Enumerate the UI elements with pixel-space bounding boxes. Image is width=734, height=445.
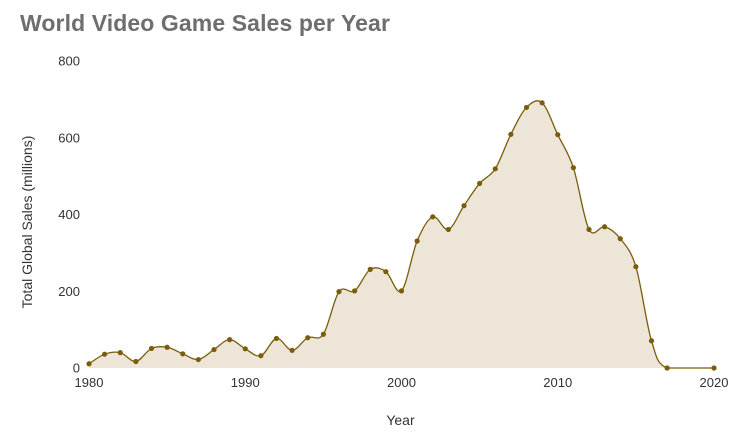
- data-point-2012: [586, 226, 592, 233]
- data-point-2013: [602, 224, 608, 230]
- data-point-1993: [289, 347, 295, 353]
- y-axis-ticks: 0 200 400 600 800: [58, 54, 80, 376]
- data-point-1983: [133, 358, 139, 365]
- data-point-2003: [445, 226, 451, 233]
- data-point-1994: [305, 335, 311, 341]
- data-point-2016: [648, 338, 655, 344]
- x-tick-label: 1980: [75, 375, 104, 390]
- x-tick-label: 2020: [700, 375, 729, 390]
- data-point-2010: [555, 132, 561, 138]
- x-tick-label: 1990: [231, 375, 260, 390]
- y-tick-label: 600: [58, 130, 80, 145]
- data-point-1985: [164, 344, 170, 350]
- data-point-1989: [227, 337, 233, 343]
- data-point-1998: [367, 266, 373, 272]
- chart-title: World Video Game Sales per Year: [20, 10, 390, 36]
- y-tick-label: 800: [58, 54, 80, 69]
- data-point-2002: [430, 214, 436, 220]
- y-axis-label: Total Global Sales (millions): [19, 136, 35, 309]
- data-point-1986: [180, 351, 186, 357]
- data-point-2007: [508, 131, 514, 137]
- data-point-2006: [492, 166, 498, 172]
- data-point-1990: [242, 346, 248, 352]
- data-point-2001: [414, 238, 420, 244]
- data-point-1982: [117, 350, 123, 356]
- data-point-1999: [383, 269, 389, 275]
- data-point-1991: [258, 353, 264, 359]
- x-tick-label: 2010: [543, 375, 572, 390]
- data-point-1984: [148, 345, 155, 352]
- area-fill: [89, 100, 714, 368]
- data-point-2014: [617, 236, 623, 242]
- data-point-2005: [477, 180, 483, 187]
- data-point-2015: [633, 264, 639, 270]
- data-point-1987: [195, 356, 201, 363]
- x-tick-label: 2000: [387, 375, 416, 390]
- data-point-2020: [711, 365, 717, 371]
- x-axis-label: Year: [386, 412, 415, 428]
- data-point-2017: [664, 365, 670, 371]
- data-point-2008: [523, 104, 530, 111]
- data-point-2009: [539, 100, 545, 106]
- data-point-2004: [461, 203, 467, 209]
- data-point-1988: [211, 346, 217, 353]
- data-point-1980: [86, 361, 92, 367]
- data-point-1981: [102, 351, 108, 357]
- data-point-1996: [336, 289, 342, 295]
- series-markers: [86, 100, 717, 371]
- y-tick-label: 400: [58, 207, 80, 222]
- y-tick-label: 0: [73, 361, 80, 376]
- data-point-1997: [352, 288, 358, 294]
- data-point-2011: [570, 165, 576, 171]
- data-point-1995: [320, 331, 326, 337]
- data-point-2000: [398, 288, 405, 294]
- x-axis-ticks: 1980 1990 2000 2010 2020: [75, 375, 729, 390]
- y-tick-label: 200: [58, 284, 80, 299]
- data-point-1992: [273, 335, 280, 342]
